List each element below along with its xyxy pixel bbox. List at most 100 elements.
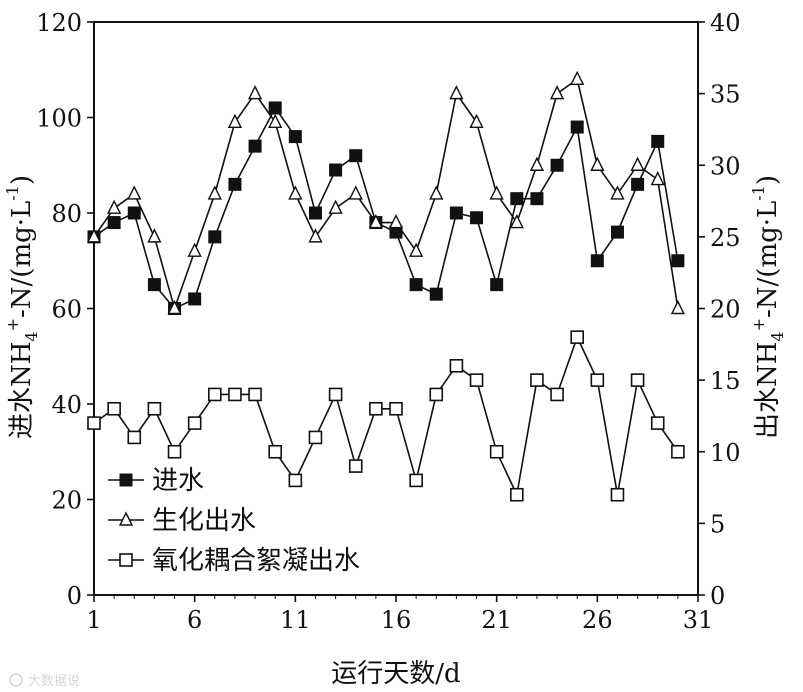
data-point-bio <box>429 185 444 200</box>
data-point-bio <box>529 156 545 171</box>
data-point-oxidation <box>288 473 303 488</box>
y-left-tick-label: 0 <box>67 582 82 610</box>
data-point-influent <box>268 101 282 115</box>
data-point-oxidation <box>147 401 162 416</box>
data-point-bio <box>247 85 263 100</box>
data-point-bio <box>469 113 484 128</box>
legend-label-bio: 生化出水 <box>152 506 256 536</box>
y-right-prefix: 出水NH <box>753 342 783 439</box>
data-point-oxidation <box>489 444 504 459</box>
x-tick-label: 31 <box>683 606 714 634</box>
y-right-tick-label: 5 <box>710 510 725 538</box>
legend-marker-open-triangle <box>118 511 134 526</box>
data-point-influent <box>127 206 141 220</box>
data-point-bio <box>268 113 283 128</box>
y-left-tick-label: 80 <box>51 200 82 228</box>
data-point-oxidation <box>650 416 665 430</box>
data-point-influent <box>651 134 665 148</box>
data-point-influent <box>550 158 564 172</box>
data-point-oxidation <box>127 430 142 445</box>
y-left-prefix: 进水NH <box>7 342 37 439</box>
y-axis-left-title: 进水NH4+-N/(mg·L-1) <box>3 175 41 439</box>
data-point-oxidation <box>107 401 121 416</box>
data-point-bio <box>348 185 363 200</box>
data-point-oxidation <box>671 444 685 459</box>
data-point-influent <box>409 278 423 292</box>
data-point-oxidation <box>208 387 222 402</box>
data-point-oxidation <box>348 459 363 473</box>
y-left-sup2: -1 <box>3 185 22 201</box>
data-point-influent <box>631 177 645 191</box>
legend-marker-filled-square <box>119 473 133 487</box>
y-right-tick-label: 25 <box>710 224 741 252</box>
axes: 1 6 11 16 21 26 310204060801001200510152025303… <box>36 9 740 634</box>
data-point-oxidation <box>429 387 444 402</box>
data-point-oxidation <box>187 416 202 430</box>
x-tick-label: 16 <box>381 606 412 634</box>
data-point-bio <box>368 213 383 229</box>
data-point-bio <box>610 185 625 200</box>
y-right-tick-label: 10 <box>710 439 741 467</box>
data-point-bio <box>449 85 464 100</box>
data-point-influent <box>429 287 443 301</box>
data-point-bio <box>409 242 424 257</box>
data-point-oxidation <box>389 401 403 416</box>
data-point-oxidation <box>167 444 182 459</box>
data-point-oxidation <box>509 487 524 502</box>
data-point-oxidation <box>469 373 484 387</box>
data-point-oxidation <box>630 373 645 387</box>
data-point-bio <box>187 242 202 257</box>
y-right-sub: 4 <box>768 331 787 341</box>
data-point-influent <box>228 177 242 191</box>
data-point-influent <box>349 149 363 163</box>
y-right-sup: + <box>749 318 768 331</box>
y-right-tick-label: 35 <box>710 81 741 109</box>
data-point-influent <box>329 163 343 177</box>
data-point-influent <box>308 206 322 220</box>
y-right-tick-label: 30 <box>710 152 741 180</box>
y-right-tick-label: 15 <box>710 367 741 395</box>
data-point-oxidation <box>449 358 464 373</box>
y-left-end: ) <box>7 175 37 185</box>
legend-label-oxidation: 氧化耦合絮凝出水 <box>152 546 360 576</box>
y-right-tick-label: 20 <box>710 296 741 324</box>
data-point-oxidation <box>268 444 283 459</box>
data-point-bio <box>107 199 122 214</box>
data-point-bio <box>650 171 665 186</box>
data-point-bio <box>489 185 504 200</box>
data-point-oxidation <box>610 487 625 502</box>
y-right-suffix: -N/(mg·L <box>753 201 783 318</box>
y-left-suffix: -N/(mg·L <box>7 201 37 318</box>
y-left-sup: + <box>3 318 22 331</box>
data-point-oxidation <box>369 401 383 416</box>
data-point-oxidation <box>328 387 343 402</box>
watermark-logo-icon <box>9 673 23 687</box>
data-point-influent <box>288 130 302 144</box>
data-point-influent <box>449 206 463 220</box>
y-right-tick-label: 0 <box>710 582 725 610</box>
data-point-oxidation <box>228 387 242 402</box>
x-axis-title: 运行天数/d <box>331 659 460 689</box>
data-point-bio <box>388 213 404 229</box>
y-left-tick-label: 100 <box>36 105 82 133</box>
data-point-influent <box>610 225 624 239</box>
data-point-bio <box>207 185 222 200</box>
data-point-influent <box>107 216 121 230</box>
data-point-bio <box>147 228 162 243</box>
x-tick-label: 21 <box>481 606 512 634</box>
data-point-bio <box>127 185 142 200</box>
data-point-bio <box>590 156 605 171</box>
data-point-bio <box>227 113 243 128</box>
data-point-bio <box>328 199 343 214</box>
data-point-oxidation <box>87 416 101 430</box>
data-point-bio <box>549 85 565 100</box>
data-point-influent <box>188 292 202 306</box>
data-point-influent <box>490 278 504 292</box>
y-right-tick-label: 40 <box>710 9 741 37</box>
legend-label-influent: 进水 <box>152 466 204 496</box>
data-point-bio <box>509 213 524 229</box>
data-point-bio <box>670 299 685 315</box>
y-left-sub: 4 <box>22 331 41 341</box>
data-point-bio <box>308 228 323 243</box>
data-point-influent <box>208 230 222 244</box>
